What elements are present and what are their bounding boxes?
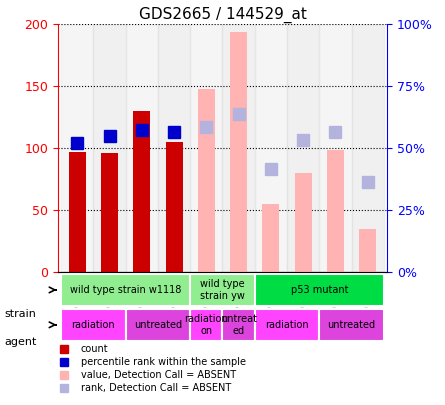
Bar <box>125 24 158 273</box>
FancyBboxPatch shape <box>255 309 320 341</box>
Text: strain: strain <box>4 309 36 319</box>
Bar <box>222 24 255 273</box>
Text: value, Detection Call = ABSENT: value, Detection Call = ABSENT <box>81 370 236 380</box>
Bar <box>359 229 376 273</box>
FancyBboxPatch shape <box>255 274 384 306</box>
Text: untreated: untreated <box>328 320 376 330</box>
Bar <box>93 24 125 273</box>
Bar <box>320 24 352 273</box>
Bar <box>166 142 182 273</box>
Text: p53 mutant: p53 mutant <box>291 285 348 295</box>
FancyBboxPatch shape <box>320 309 384 341</box>
Bar <box>134 111 150 273</box>
Bar <box>198 89 215 273</box>
Bar <box>255 24 287 273</box>
FancyBboxPatch shape <box>222 309 255 341</box>
FancyBboxPatch shape <box>190 309 222 341</box>
Text: agent: agent <box>4 337 37 347</box>
Text: untreated: untreated <box>134 320 182 330</box>
Bar <box>61 24 93 273</box>
Bar <box>352 24 384 273</box>
FancyBboxPatch shape <box>61 309 125 341</box>
Text: wild type strain w1118: wild type strain w1118 <box>70 285 181 295</box>
Bar <box>327 149 344 273</box>
Text: count: count <box>81 344 109 354</box>
FancyBboxPatch shape <box>190 274 255 306</box>
Bar <box>230 32 247 273</box>
Bar <box>190 24 222 273</box>
Bar <box>263 204 279 273</box>
Bar <box>158 24 190 273</box>
Bar <box>101 153 118 273</box>
Text: wild type
strain yw: wild type strain yw <box>200 279 245 301</box>
FancyBboxPatch shape <box>61 274 190 306</box>
Title: GDS2665 / 144529_at: GDS2665 / 144529_at <box>138 7 307 23</box>
Text: radiation: radiation <box>72 320 115 330</box>
Bar <box>69 152 86 273</box>
FancyBboxPatch shape <box>125 309 190 341</box>
Bar <box>287 24 320 273</box>
Text: radiation
on: radiation on <box>185 314 228 336</box>
Text: rank, Detection Call = ABSENT: rank, Detection Call = ABSENT <box>81 384 231 393</box>
Text: percentile rank within the sample: percentile rank within the sample <box>81 357 246 367</box>
Bar <box>295 173 312 273</box>
Text: radiation: radiation <box>265 320 309 330</box>
Text: untreat
ed: untreat ed <box>221 314 257 336</box>
